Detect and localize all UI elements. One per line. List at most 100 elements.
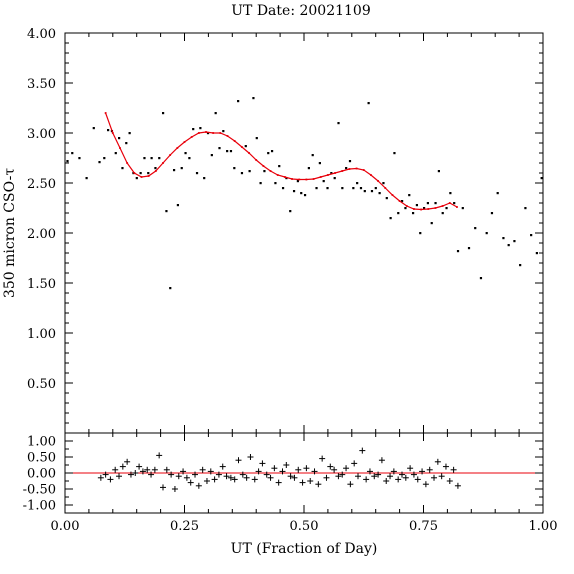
residual-point xyxy=(116,473,123,480)
residual-point xyxy=(371,473,378,480)
residual-point xyxy=(295,466,302,473)
fit-marker xyxy=(276,174,279,176)
fit-marker xyxy=(219,132,222,134)
fit-marker xyxy=(176,147,179,149)
fit-marker xyxy=(312,178,315,180)
residual-points xyxy=(97,447,461,492)
residual-point xyxy=(227,474,234,481)
top-y-tick-label: 3.00 xyxy=(27,127,56,142)
data-point xyxy=(289,210,292,213)
residual-point xyxy=(203,478,210,484)
data-point xyxy=(524,207,527,210)
data-point xyxy=(322,180,325,183)
residual-point xyxy=(263,471,270,478)
data-point xyxy=(176,204,180,207)
top-y-tick-label: 0.50 xyxy=(27,377,56,392)
data-point xyxy=(143,157,146,160)
fit-marker xyxy=(147,175,150,177)
fit-marker xyxy=(384,187,387,189)
data-point xyxy=(385,197,388,200)
top-y-tick-label: 2.50 xyxy=(27,177,56,192)
data-point xyxy=(502,237,505,240)
data-point xyxy=(267,152,270,155)
fit-marker xyxy=(334,172,336,174)
data-point xyxy=(356,182,359,185)
bottom-y-tick-label: 1.00 xyxy=(27,435,56,450)
residual-point xyxy=(431,474,438,481)
fit-marker xyxy=(398,200,401,202)
data-point xyxy=(490,212,494,215)
bottom-y-tick-label: 0.50 xyxy=(27,451,56,466)
residual-point xyxy=(347,481,354,488)
data-point xyxy=(263,170,266,173)
bottom-y-tick-label: -1.00 xyxy=(23,499,56,514)
data-point xyxy=(172,169,176,172)
residual-point xyxy=(171,486,178,492)
fit-marker xyxy=(456,206,458,208)
residual-point xyxy=(168,471,175,478)
fit-marker xyxy=(240,146,243,148)
data-point xyxy=(139,172,142,175)
data-point xyxy=(244,145,247,148)
fit-marker xyxy=(405,205,408,207)
top-panel-ticks xyxy=(65,32,543,433)
top-panel-frame xyxy=(64,32,544,434)
residual-point xyxy=(219,463,226,470)
residual-point xyxy=(414,476,421,483)
y-axis-label: 350 micron CSO-τ xyxy=(2,168,18,298)
residual-point xyxy=(450,466,457,473)
residual-point xyxy=(239,471,246,478)
data-point xyxy=(259,182,262,185)
data-point xyxy=(296,180,299,183)
residual-point xyxy=(199,466,206,473)
data-point xyxy=(389,217,392,220)
fit-marker xyxy=(341,170,344,172)
residual-point xyxy=(251,476,258,483)
residual-point xyxy=(235,457,242,464)
data-point xyxy=(169,287,172,290)
fit-marker xyxy=(370,174,372,176)
residual-point xyxy=(271,465,278,472)
fit-marker xyxy=(226,135,229,137)
fit-marker xyxy=(104,112,107,114)
fit-marker xyxy=(391,194,394,196)
residual-point xyxy=(102,471,109,478)
residual-point xyxy=(255,468,262,475)
residual-point xyxy=(327,463,334,470)
data-point xyxy=(326,187,329,190)
residual-point xyxy=(283,462,290,468)
data-point xyxy=(507,244,510,247)
data-point xyxy=(363,190,366,193)
fit-marker xyxy=(169,154,172,156)
residual-point xyxy=(136,463,143,470)
fit-marker xyxy=(319,176,322,178)
data-point xyxy=(128,132,131,135)
data-point xyxy=(400,200,404,203)
fit-marker xyxy=(233,140,236,142)
residual-point xyxy=(446,478,453,484)
residual-point xyxy=(359,447,366,454)
residual-point xyxy=(291,474,298,481)
data-point xyxy=(530,234,533,237)
data-point xyxy=(397,212,400,215)
data-point xyxy=(165,210,168,213)
data-point xyxy=(378,192,381,195)
data-point xyxy=(229,150,233,153)
fit-marker xyxy=(126,162,129,164)
bottom-panel: -1.00-0.500.000.501.00 xyxy=(23,432,544,514)
data-point xyxy=(437,170,440,173)
residual-point xyxy=(112,466,119,473)
data-point xyxy=(307,167,310,170)
data-point xyxy=(188,157,191,160)
data-point xyxy=(449,192,452,195)
residual-point xyxy=(148,471,155,478)
residual-point xyxy=(267,474,274,481)
residual-point xyxy=(175,473,182,480)
residual-point xyxy=(434,458,441,465)
data-point xyxy=(300,192,303,195)
residual-point xyxy=(319,455,326,462)
fit-marker xyxy=(133,172,136,174)
fit-marker xyxy=(377,180,379,182)
data-point xyxy=(285,177,288,180)
residual-point xyxy=(395,476,402,483)
